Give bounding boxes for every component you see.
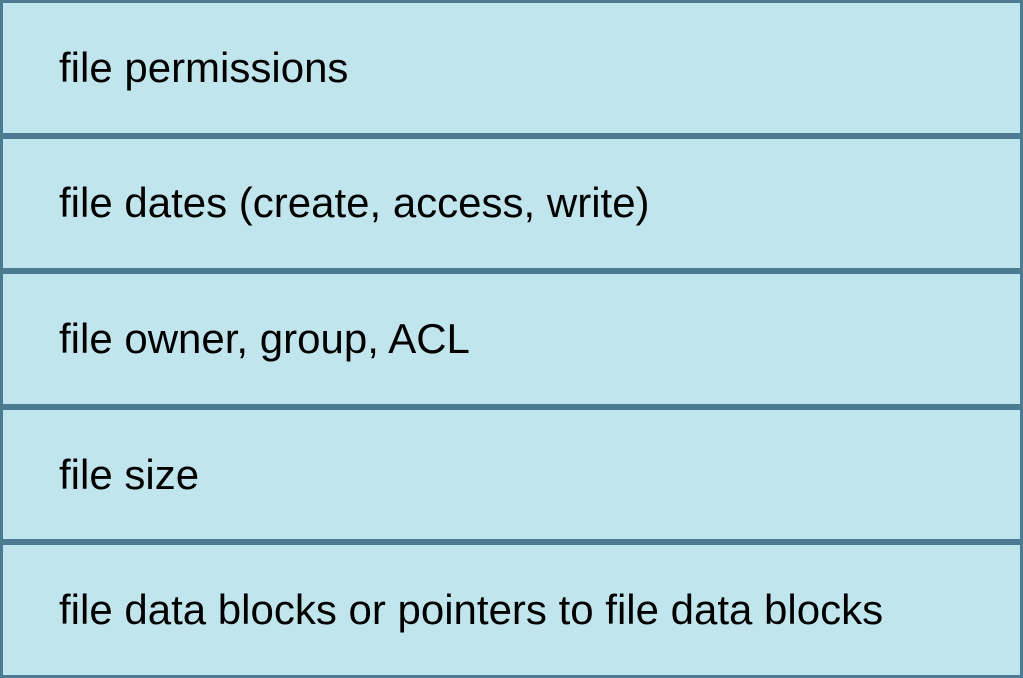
row-label: file permissions	[59, 44, 348, 92]
row-label: file owner, group, ACL	[59, 315, 470, 363]
table-row: file size	[0, 407, 1023, 543]
table-row: file owner, group, ACL	[0, 271, 1023, 407]
inode-table: file permissions file dates (create, acc…	[0, 0, 1023, 678]
row-label: file data blocks or pointers to file dat…	[59, 586, 883, 634]
table-row: file permissions	[0, 0, 1023, 136]
row-label: file dates (create, access, write)	[59, 179, 650, 227]
table-row: file dates (create, access, write)	[0, 136, 1023, 272]
row-label: file size	[59, 451, 199, 499]
table-row: file data blocks or pointers to file dat…	[0, 542, 1023, 678]
